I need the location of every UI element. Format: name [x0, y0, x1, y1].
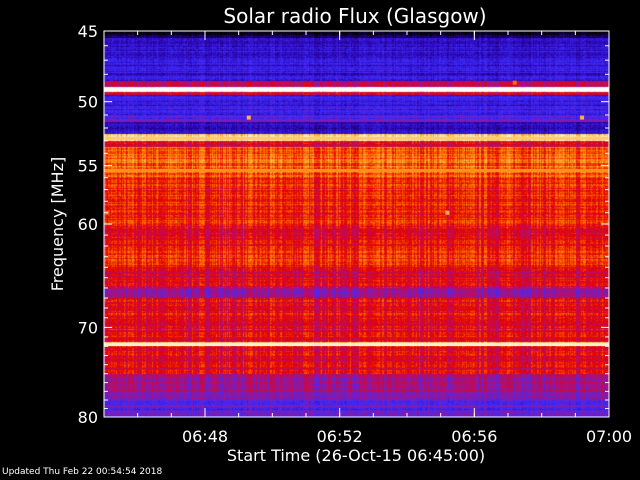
y-tick-label: 60 [78, 215, 98, 234]
emission-line-3 [104, 342, 609, 346]
heatmap-area [104, 31, 609, 417]
spectrogram-image [104, 31, 609, 417]
y-tick-label: 70 [78, 318, 98, 337]
x-tick-label: 06:56 [451, 427, 497, 446]
y-tick-label: 55 [78, 157, 98, 176]
burst-spot-0 [246, 115, 251, 120]
updated-timestamp: Updated Thu Feb 22 00:54:54 2018 [2, 467, 163, 477]
y-tick-label: 45 [78, 22, 98, 41]
y-axis-title: Frequency [MHz] [48, 157, 67, 291]
burst-spot-1 [580, 115, 585, 120]
y-tick-label: 50 [78, 93, 98, 112]
x-tick-label: 06:48 [182, 427, 228, 446]
chart-title: Solar radio Flux (Glasgow) [223, 4, 486, 28]
emission-line-1 [104, 136, 609, 140]
burst-spot-2 [445, 210, 450, 215]
x-tick-label: 06:52 [317, 427, 363, 446]
axes: 45 50 55 60 70 80 06:48 06:52 06:56 07:00 [78, 22, 632, 446]
burst-spot-4 [512, 80, 517, 85]
y-tick-label: 80 [78, 408, 98, 427]
emission-line-2 [104, 168, 609, 172]
x-tick-label: 07:00 [586, 427, 632, 446]
emission-line-0 [104, 87, 609, 91]
x-axis-title: Start Time (26-Oct-15 06:45:00) [227, 446, 485, 465]
